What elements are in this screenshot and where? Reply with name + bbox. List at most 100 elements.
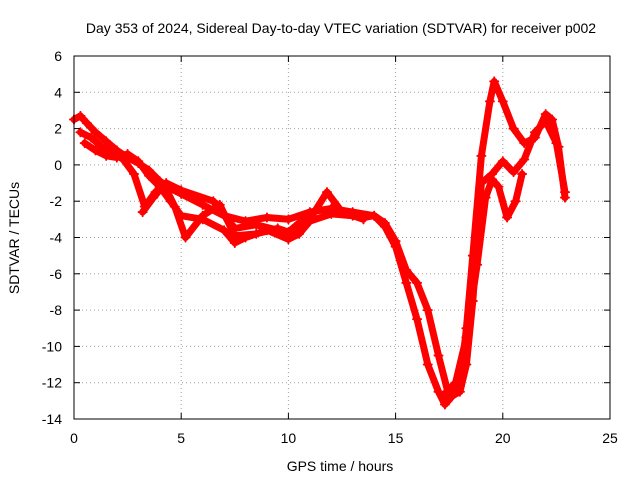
data-point-trace-a — [508, 123, 519, 134]
data-point-trace-b — [144, 170, 155, 181]
data-point-trace-e — [472, 259, 483, 270]
data-point-trace-e — [461, 332, 472, 343]
data-point-trace-d — [137, 207, 148, 218]
y-tick-label: -14 — [42, 411, 62, 427]
data-point-trace-b — [326, 208, 337, 219]
data-point-trace-d — [304, 212, 315, 223]
data-point-trace-b — [412, 277, 423, 288]
data-point-trace-d — [251, 228, 262, 239]
x-axis-label: GPS time / hours — [287, 458, 394, 474]
data-point-trace-a — [261, 212, 272, 223]
data-point-trace-d — [283, 227, 294, 238]
data-point-trace-c — [208, 196, 219, 207]
data-point-trace-a — [433, 386, 444, 397]
data-point-trace-c — [358, 214, 369, 225]
data-point-trace-b — [519, 154, 530, 165]
data-point-trace-c — [107, 147, 118, 158]
data-point-trace-b — [559, 187, 570, 198]
y-tick-label: -2 — [50, 193, 63, 209]
data-point-trace-d — [148, 192, 159, 203]
data-point-trace-a — [489, 76, 500, 87]
data-point-trace-a — [283, 214, 294, 225]
x-tick-label: 15 — [388, 430, 404, 446]
data-point-trace-b — [390, 236, 401, 247]
chart-title: Day 353 of 2024, Sidereal Day-to-day VTE… — [86, 20, 596, 36]
data-point-trace-a — [422, 359, 433, 370]
y-axis-label: SDTVAR / TECUs — [6, 182, 22, 294]
data-point-trace-c — [75, 127, 86, 138]
data-point-trace-a — [412, 314, 423, 325]
data-point-trace-b — [79, 138, 90, 149]
data-point-trace-c — [251, 219, 262, 230]
data-point-trace-d — [229, 230, 240, 241]
data-point-trace-e — [487, 174, 498, 185]
data-point-trace-b — [444, 392, 455, 403]
data-point-trace-a — [519, 138, 530, 149]
x-tick-label: 0 — [70, 430, 78, 446]
data-point-trace-b — [461, 359, 472, 370]
y-tick-label: 6 — [54, 48, 62, 64]
data-point-trace-b — [369, 210, 380, 221]
data-point-trace-b — [476, 178, 487, 189]
data-point-trace-a — [75, 110, 86, 121]
y-tick-label: 0 — [54, 157, 62, 173]
y-tick-label: -10 — [42, 338, 62, 354]
x-tick-label: 5 — [177, 430, 185, 446]
data-point-trace-b — [90, 145, 101, 156]
series-line-trace-b — [81, 117, 569, 401]
data-point-trace-c — [86, 132, 97, 143]
data-point-trace-a — [197, 199, 208, 210]
y-tick-label: 4 — [54, 84, 62, 100]
data-point-trace-b — [401, 265, 412, 276]
data-point-trace-b — [379, 217, 390, 228]
data-point-trace-a — [476, 150, 487, 161]
data-point-trace-d — [197, 210, 208, 221]
data-point-trace-e — [510, 196, 521, 207]
data-point-trace-d — [169, 201, 180, 212]
data-point-trace-a — [547, 114, 558, 125]
data-point-trace-a — [497, 96, 508, 107]
data-point-trace-a — [401, 277, 412, 288]
data-point-trace-b — [529, 127, 540, 138]
data-point-trace-c — [337, 207, 347, 218]
data-point-trace-e — [493, 181, 504, 192]
data-point-trace-b — [133, 156, 144, 167]
series-line-trace-e — [441, 170, 526, 398]
x-tick-label: 10 — [281, 430, 297, 446]
data-point-trace-a — [484, 96, 495, 107]
data-point-trace-a — [90, 127, 101, 138]
data-point-trace-d — [180, 232, 191, 243]
data-point-trace-e — [480, 192, 491, 203]
y-tick-label: -12 — [42, 375, 62, 391]
y-tick-label: 2 — [54, 121, 62, 137]
data-point-trace-d — [214, 199, 225, 210]
data-point-trace-a — [81, 118, 92, 129]
data-point-trace-b — [122, 149, 133, 160]
data-point-trace-e — [439, 388, 450, 399]
data-point-trace-b — [551, 138, 562, 149]
grid-layer — [74, 56, 610, 419]
y-tick-label: -6 — [50, 266, 63, 282]
data-point-trace-c — [176, 185, 187, 196]
data-point-trace-a — [439, 399, 450, 410]
data-point-trace-d — [159, 179, 170, 190]
data-point-trace-c — [129, 168, 140, 179]
data-point-trace-b — [508, 167, 519, 178]
data-point-trace-b — [497, 156, 508, 167]
data-point-trace-b — [101, 150, 112, 161]
data-point-trace-b — [454, 386, 465, 397]
data-point-trace-e — [450, 377, 461, 388]
data-point-trace-c — [321, 187, 332, 198]
data-point-trace-a — [101, 136, 112, 147]
data-point-trace-b — [433, 350, 444, 361]
x-tick-label: 25 — [602, 430, 618, 446]
data-point-trace-e — [502, 212, 513, 223]
data-point-trace-e — [517, 168, 528, 179]
series-layer — [69, 76, 570, 410]
data-point-trace-c — [96, 141, 107, 152]
tick-layer: 0 5 10 15 20 25 -14 -12 -10 -8 -6 -4 -2 0 2 4 6 — [42, 48, 618, 446]
data-point-trace-d — [272, 223, 283, 234]
data-point-trace-b — [219, 225, 230, 236]
data-point-trace-d — [294, 217, 305, 228]
